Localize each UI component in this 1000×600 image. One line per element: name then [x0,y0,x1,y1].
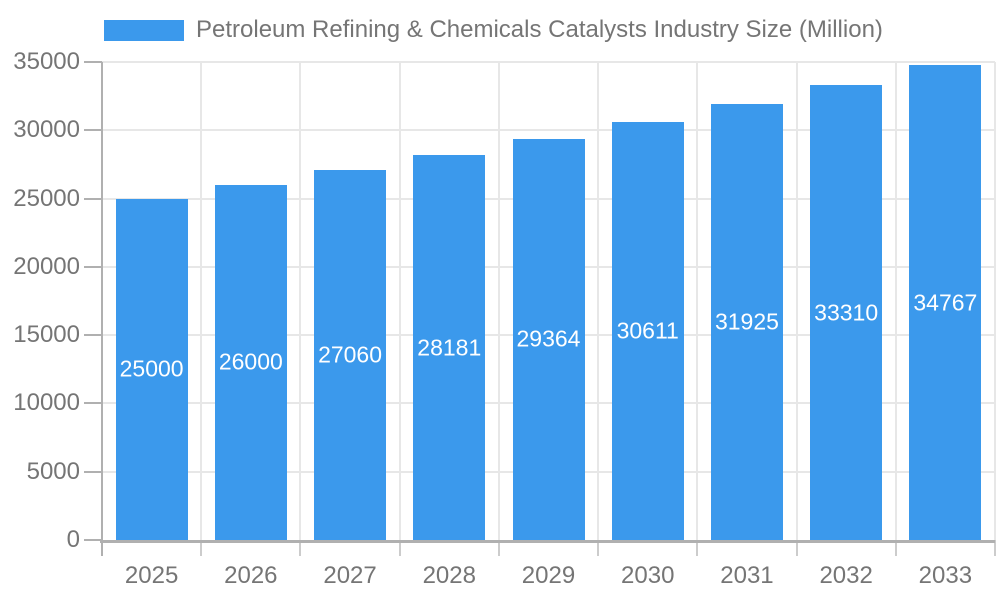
gridline-vertical [299,62,302,540]
y-axis-label: 35000 [13,48,80,75]
y-axis-label: 10000 [13,389,80,417]
bar-2027[interactable] [314,170,387,540]
gridline-vertical [398,62,401,540]
bar-value-label: 26000 [218,348,283,375]
bar-2029[interactable] [512,138,585,540]
legend-item[interactable]: Petroleum Refining & Chemicals Catalysts… [104,16,883,43]
gridline-vertical [894,62,897,540]
x-axis-tick [696,540,699,556]
y-axis-tick [84,129,102,132]
x-axis-label: 2025 [124,562,179,589]
legend-swatch-icon [104,19,184,41]
bar-value-label: 31925 [714,308,779,335]
y-axis-label: 0 [66,526,80,553]
gridline-vertical [795,62,798,540]
x-axis-label: 2031 [720,562,774,589]
x-axis-tick [497,540,500,556]
x-axis-tick [597,540,600,556]
y-axis-label: 20000 [13,252,80,280]
x-axis-tick [894,540,897,556]
x-axis-label: 2028 [422,562,476,589]
bar-value-label: 33310 [814,299,879,326]
x-axis-tick [994,540,996,556]
x-axis-label: 2027 [323,562,377,589]
gridline-vertical [696,62,699,540]
gridline-horizontal [102,61,995,63]
x-axis-tick [795,540,798,556]
x-axis-tick [200,540,203,556]
bar-2032[interactable] [810,85,883,540]
bar-value-label: 28181 [417,334,482,361]
x-axis-tick [299,540,302,556]
x-axis-label: 2033 [918,562,973,589]
bar-value-label: 34767 [913,289,978,316]
gridline-horizontal [102,129,995,132]
x-axis-label: 2029 [521,562,576,589]
y-axis-tick [84,334,102,337]
gridline-vertical [994,62,996,540]
legend-label: Petroleum Refining & Chemicals Catalysts… [196,16,883,43]
bar-2031[interactable] [710,103,783,540]
bar-value-label: 29364 [516,325,581,352]
y-axis-line [101,62,103,556]
x-axis-line [100,540,995,543]
y-axis-label: 15000 [13,321,80,349]
y-axis-tick [84,61,102,63]
x-axis-label: 2026 [224,562,278,589]
y-axis-label: 5000 [26,457,80,485]
y-axis-label: 25000 [13,184,80,212]
y-axis-tick [84,402,102,405]
gridline-vertical [497,62,500,540]
x-axis-tick [398,540,401,556]
y-axis-tick [84,539,102,541]
y-axis-tick [84,265,102,268]
gridline-vertical [597,62,600,540]
y-axis-label: 30000 [13,116,80,144]
bar-2025[interactable] [115,198,188,540]
gridline-vertical [200,62,203,540]
bar-2028[interactable] [413,155,486,540]
x-axis-label: 2030 [621,562,675,589]
bar-2033[interactable] [909,65,982,540]
y-axis-tick [84,197,102,200]
x-axis-label: 2032 [819,562,873,589]
bar-2026[interactable] [214,184,287,540]
bar-2030[interactable] [611,121,684,540]
bar-value-label: 30611 [616,317,679,344]
y-axis-tick [84,470,102,473]
bar-value-label: 25000 [119,355,184,382]
bar-value-label: 27060 [318,341,383,368]
